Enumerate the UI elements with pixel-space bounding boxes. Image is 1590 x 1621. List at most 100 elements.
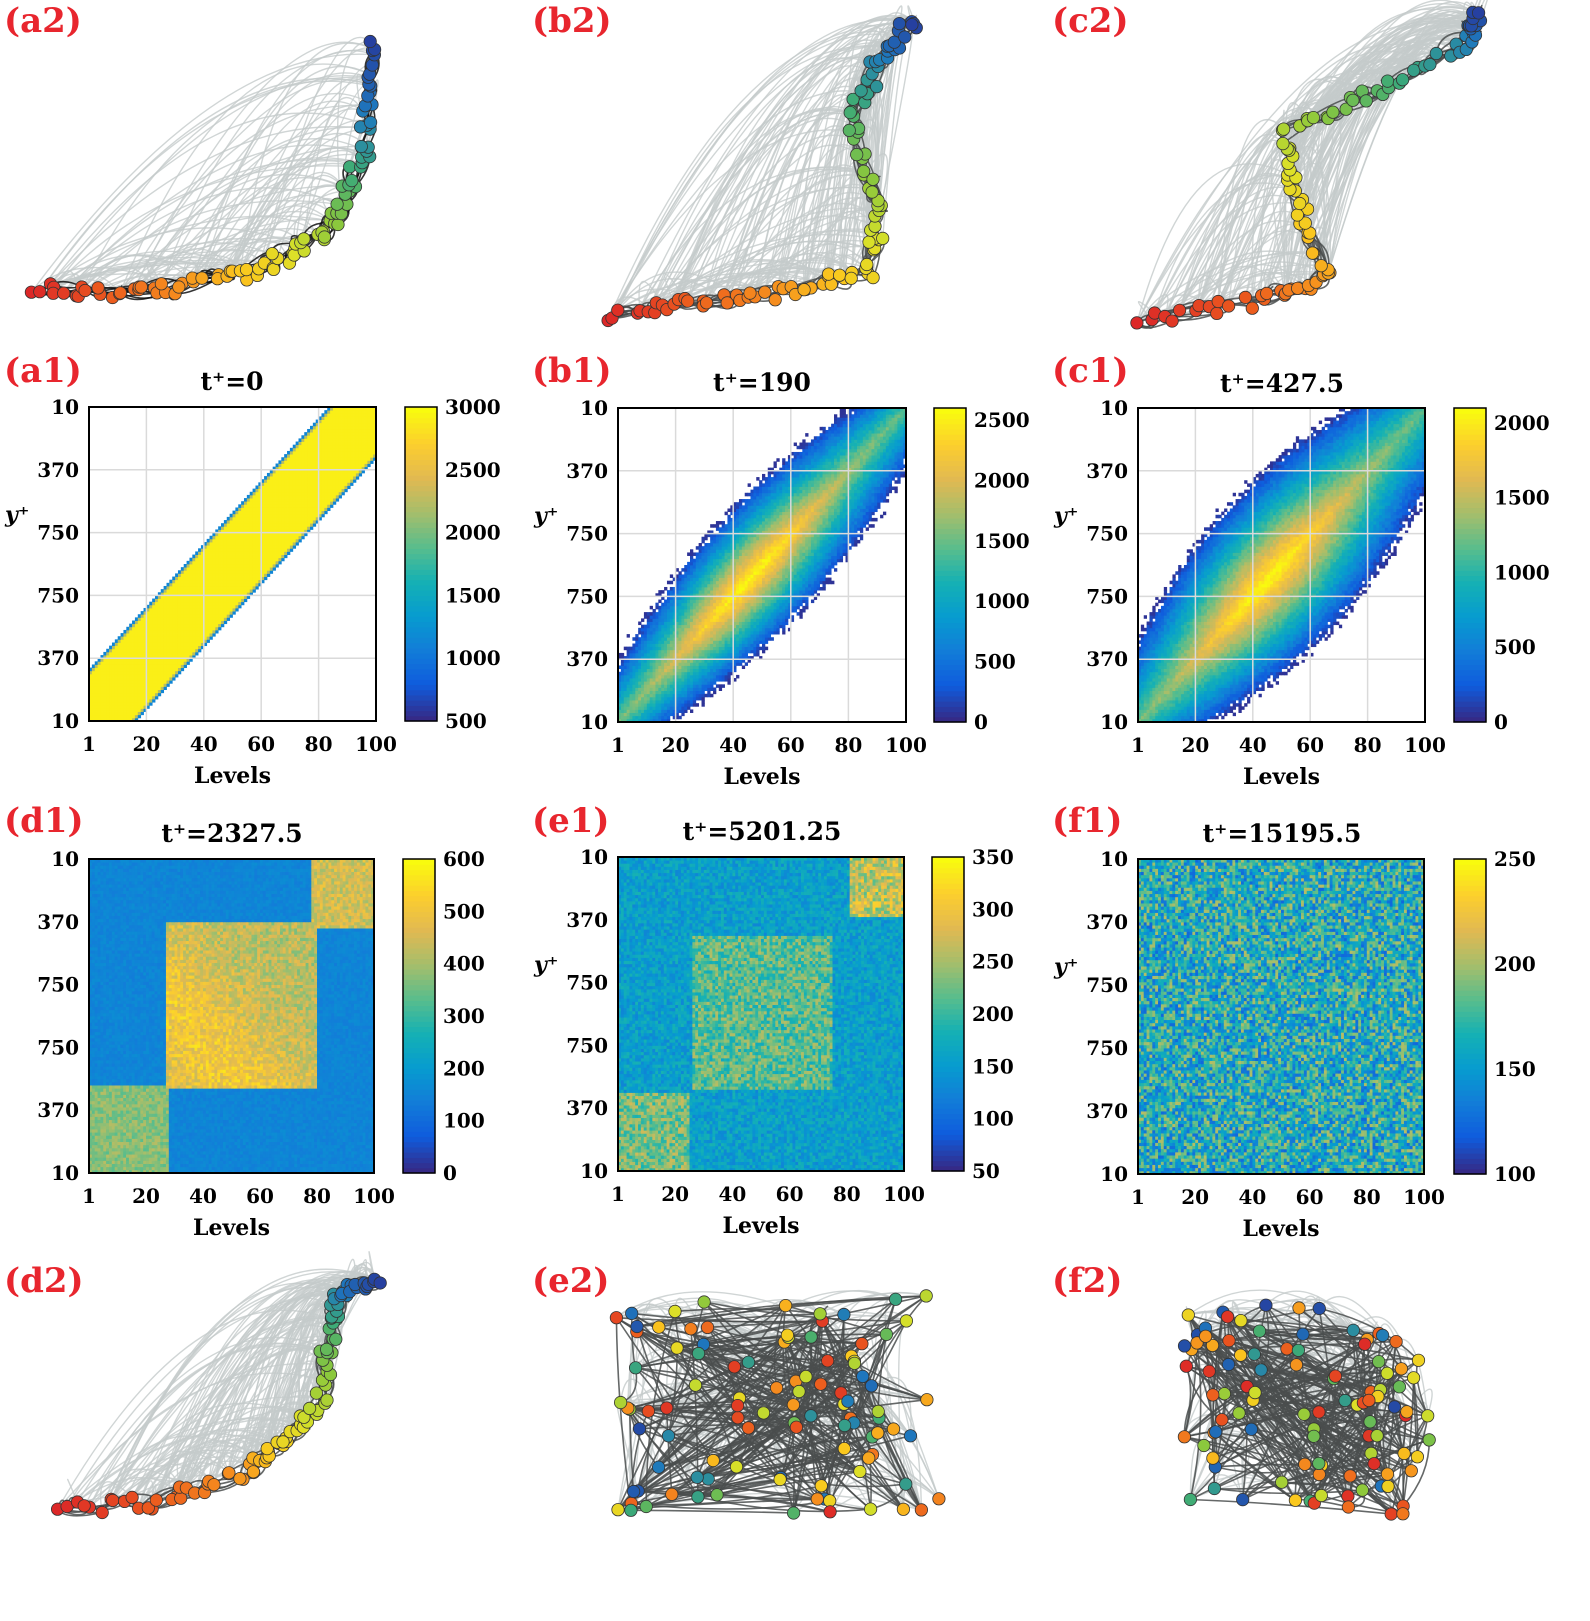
- heatmap-cell: [264, 536, 267, 540]
- heatmap-cell: [241, 558, 244, 562]
- heatmap-cell: [175, 586, 178, 590]
- heatmap-cell: [164, 602, 167, 606]
- heatmap-cell: [115, 686, 118, 690]
- heatmap-cell: [172, 639, 175, 643]
- heatmap-cell: [284, 551, 287, 555]
- heatmap-cell: [100, 668, 103, 672]
- heatmap-cell: [118, 705, 121, 709]
- heatmap-cell: [126, 683, 129, 687]
- heatmap-cell: [221, 621, 224, 625]
- heatmap-cell: [210, 621, 213, 625]
- heatmap-cell: [175, 580, 178, 584]
- heatmap-cell: [121, 705, 124, 709]
- heatmap-cell: [187, 570, 190, 574]
- heatmap-cell: [169, 621, 172, 625]
- heatmap-cell: [103, 693, 106, 697]
- heatmap-cell: [129, 636, 132, 640]
- heatmap-cell: [281, 558, 284, 562]
- heatmap-cell: [95, 715, 98, 719]
- heatmap-cell: [187, 630, 190, 634]
- heatmap-cell: [109, 652, 112, 656]
- heatmap-cell: [184, 624, 187, 628]
- heatmap-cell: [187, 652, 190, 656]
- heatmap-cell: [210, 605, 213, 609]
- heatmap-cell: [181, 646, 184, 650]
- heatmap-cell: [198, 617, 201, 621]
- heatmap-cell: [129, 708, 132, 712]
- heatmap-cell: [123, 683, 126, 687]
- heatmap-cell: [293, 536, 296, 540]
- heatmap-cell: [106, 708, 109, 712]
- heatmap-cell: [112, 699, 115, 703]
- heatmap-cell: [98, 661, 101, 665]
- heatmap-cell: [218, 621, 221, 625]
- heatmap-cell: [132, 699, 135, 703]
- heatmap-cell: [235, 599, 238, 603]
- heatmap-cell: [293, 539, 296, 543]
- heatmap-cell: [233, 558, 236, 562]
- heatmap-cell: [189, 558, 192, 562]
- heatmap-cell: [138, 699, 141, 703]
- heatmap-cell: [106, 674, 109, 678]
- heatmap-cell: [187, 586, 190, 590]
- heatmap-cell: [230, 589, 233, 593]
- heatmap-cell: [247, 548, 250, 552]
- heatmap-cell: [215, 567, 218, 571]
- heatmap-cell: [189, 639, 192, 643]
- heatmap-cell: [98, 705, 101, 709]
- heatmap-cell: [141, 699, 144, 703]
- heatmap-cell: [103, 699, 106, 703]
- heatmap-cell: [233, 564, 236, 568]
- heatmap-cell: [235, 526, 238, 530]
- heatmap-cell: [255, 558, 258, 562]
- heatmap-cell: [221, 561, 224, 565]
- heatmap-cell: [152, 668, 155, 672]
- heatmap-cell: [221, 599, 224, 603]
- heatmap-cell: [121, 643, 124, 647]
- heatmap-cell: [218, 627, 221, 631]
- heatmap-cell: [250, 542, 253, 546]
- heatmap-cell: [189, 564, 192, 568]
- heatmap-cell: [198, 630, 201, 634]
- heatmap-cell: [230, 570, 233, 574]
- heatmap-cell: [184, 661, 187, 665]
- heatmap-cell: [103, 671, 106, 675]
- panel-label-f1: (f1): [1052, 801, 1122, 841]
- heatmap-cell: [247, 589, 250, 593]
- heatmap-cell: [175, 636, 178, 640]
- heatmap-cell: [215, 555, 218, 559]
- heatmap-cell: [112, 693, 115, 697]
- heatmap-cell: [161, 614, 164, 618]
- heatmap-cell: [233, 599, 236, 603]
- heatmap-cell: [184, 567, 187, 571]
- heatmap-cell: [207, 608, 210, 612]
- heatmap-cell: [152, 674, 155, 678]
- heatmap-cell: [149, 608, 152, 612]
- heatmap-cell: [161, 589, 164, 593]
- heatmap-cell: [106, 649, 109, 653]
- heatmap-cell: [307, 526, 310, 530]
- heatmap-cell: [198, 639, 201, 643]
- heatmap-cell: [121, 671, 124, 675]
- heatmap-cell: [212, 586, 215, 590]
- panel-label-c1: (c1): [1052, 351, 1129, 391]
- heatmap-cell: [235, 586, 238, 590]
- heatmap-cell: [126, 661, 129, 665]
- heatmap-cell: [178, 577, 181, 581]
- heatmap-cell: [227, 548, 230, 552]
- heatmap-cell: [215, 630, 218, 634]
- heatmap-cell: [253, 580, 256, 584]
- heatmap-cell: [224, 561, 227, 565]
- heatmap-cell: [112, 646, 115, 650]
- heatmap-cell: [233, 567, 236, 571]
- heatmap-cell: [284, 539, 287, 543]
- heatmap-cell: [276, 548, 279, 552]
- heatmap-cell: [250, 539, 253, 543]
- heatmap-cell: [210, 633, 213, 637]
- heatmap-cell: [212, 561, 215, 565]
- heatmap-cell: [218, 599, 221, 603]
- heatmap-cell: [135, 705, 138, 709]
- heatmap-cell: [149, 643, 152, 647]
- heatmap-cell: [155, 652, 158, 656]
- heatmap-cell: [181, 627, 184, 631]
